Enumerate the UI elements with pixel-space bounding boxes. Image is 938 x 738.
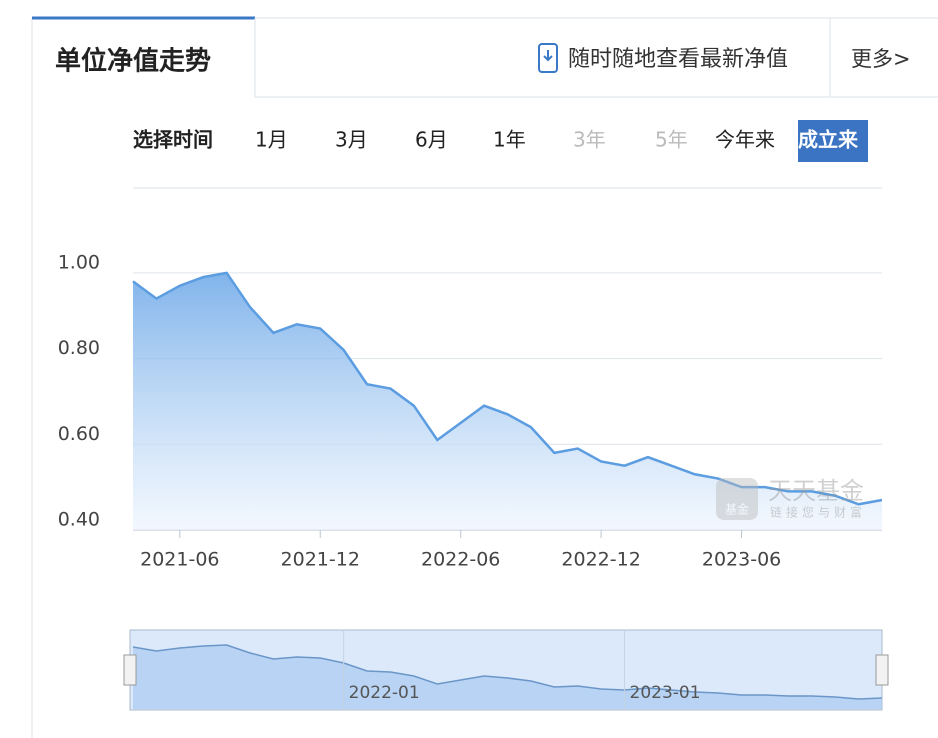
watermark: 基金 天天基金 链接您与财富 — [716, 477, 866, 520]
watermark-logo: 基金 — [725, 502, 749, 517]
y-tick-label: 1.00 — [58, 251, 100, 273]
navigator-area — [133, 645, 882, 709]
y-tick-label: 0.60 — [58, 423, 100, 445]
option-highlight — [798, 120, 868, 162]
x-tick-label: 2022-12 — [561, 549, 640, 571]
watermark-brand: 天天基金 — [768, 477, 864, 505]
download-icon — [543, 50, 553, 62]
watermark-slogan: 链接您与财富 — [770, 505, 866, 520]
x-tick-label: 2022-06 — [421, 549, 500, 571]
time-option[interactable]: 成立来 — [798, 128, 859, 152]
x-tick-label: 2021-06 — [140, 549, 219, 571]
tab-title[interactable]: 单位净值走势 — [55, 46, 211, 77]
navigator-label: 2023-01 — [630, 683, 701, 703]
time-option[interactable]: 今年来 — [715, 128, 775, 152]
watermark-logo-box — [716, 478, 758, 520]
time-option[interactable]: 5年 — [655, 128, 688, 152]
promo-link[interactable]: 随时随地查看最新净值 — [568, 47, 788, 72]
phone-icon — [538, 43, 558, 73]
time-option[interactable]: 6月 — [415, 128, 448, 152]
navigator-handle[interactable] — [875, 654, 889, 686]
navigator-handle[interactable] — [123, 654, 137, 686]
time-option[interactable]: 3年 — [573, 128, 606, 152]
y-tick-label: 0.40 — [58, 509, 100, 531]
time-option[interactable]: 1月 — [255, 128, 288, 152]
time-option[interactable]: 1年 — [493, 128, 526, 152]
time-option[interactable]: 3月 — [335, 128, 368, 152]
nav-line — [132, 271, 883, 506]
time-label: 选择时间 — [133, 128, 213, 152]
more-link[interactable]: 更多> — [851, 47, 911, 71]
navigator-line — [132, 644, 883, 700]
x-tick-label: 2023-06 — [702, 549, 781, 571]
y-tick-label: 0.80 — [58, 337, 100, 359]
area-fill — [133, 272, 882, 530]
navigator-label: 2022-01 — [349, 683, 420, 703]
x-tick-label: 2021-12 — [281, 549, 360, 571]
